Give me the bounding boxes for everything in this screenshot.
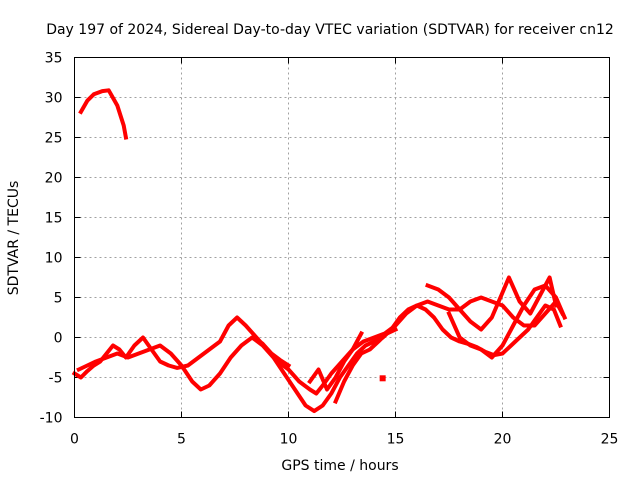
- series-arc-1: [78, 88, 129, 140]
- x-tick-label: 25: [601, 432, 619, 448]
- series-arc-4: [425, 275, 559, 332]
- y-axis-label: SDTVAR / TECUs: [6, 181, 22, 296]
- chart-title: Day 197 of 2024, Sidereal Day-to-day VTE…: [46, 22, 614, 38]
- y-tick-label: 30: [45, 91, 63, 107]
- y-tick-label: 15: [45, 211, 63, 227]
- series-arc-8: [251, 334, 292, 369]
- x-tick-label: 20: [494, 432, 512, 448]
- series-arc-2: [71, 295, 566, 396]
- y-tick-label: 20: [45, 171, 63, 187]
- y-tick-label: 0: [54, 331, 63, 347]
- y-tick-label: 25: [45, 131, 63, 147]
- tick-labels: 0 5 10 15 20 25 -10 -5 0 5 10 15 20 25 30 35: [40, 51, 619, 448]
- y-tick-label: -5: [49, 371, 63, 387]
- y-tick-label: 35: [45, 51, 63, 67]
- x-axis-label: GPS time / hours: [281, 458, 398, 474]
- plot-frame: [74, 57, 610, 418]
- plot-area: [71, 88, 568, 414]
- x-tick-label: 0: [70, 432, 79, 448]
- series-arc-7: [307, 330, 365, 392]
- x-tick-label: 5: [177, 432, 186, 448]
- y-tick-label: -10: [40, 411, 63, 427]
- series-arc-5: [446, 283, 568, 360]
- series-arc-6: [332, 326, 399, 405]
- x-tick-label: 10: [280, 432, 298, 448]
- y-tick-label: 5: [54, 291, 63, 307]
- data-point: [379, 375, 386, 382]
- y-tick-label: 10: [45, 251, 63, 267]
- x-tick-label: 15: [387, 432, 405, 448]
